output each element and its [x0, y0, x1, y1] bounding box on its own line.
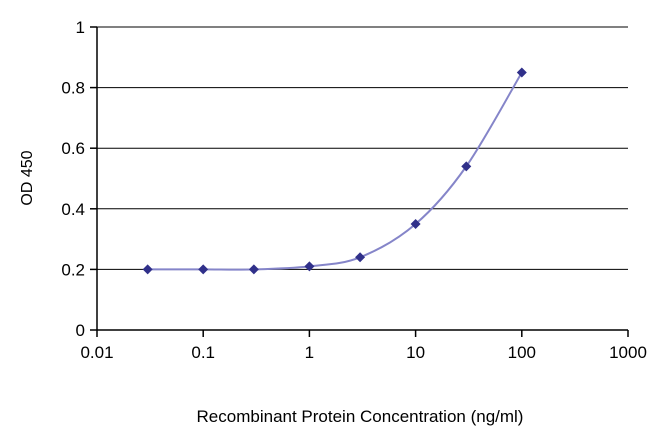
data-point-marker — [198, 264, 209, 275]
data-point-marker — [410, 218, 421, 229]
x-tick-label: 10 — [406, 343, 425, 362]
data-point-marker — [304, 261, 315, 272]
x-tick-label: 1000 — [609, 343, 647, 362]
y-tick-label: 0.8 — [61, 79, 85, 98]
y-tick-label: 0.4 — [61, 200, 85, 219]
data-point-marker — [516, 67, 527, 78]
x-tick-label: 1 — [305, 343, 314, 362]
y-tick-label: 1 — [76, 18, 85, 37]
x-tick-label: 0.01 — [80, 343, 113, 362]
y-axis-title: OD 450 — [19, 150, 36, 206]
data-point-marker — [142, 264, 153, 275]
x-tick-label: 0.1 — [191, 343, 215, 362]
x-axis-title: Recombinant Protein Concentration (ng/ml… — [196, 407, 524, 426]
y-tick-label: 0 — [76, 321, 85, 340]
data-point-marker — [248, 264, 259, 275]
data-point-marker — [461, 161, 472, 172]
x-tick-label: 100 — [508, 343, 536, 362]
y-tick-label: 0.6 — [61, 139, 85, 158]
y-tick-label: 0.2 — [61, 260, 85, 279]
series-line — [147, 71, 523, 271]
data-point-marker — [355, 252, 366, 263]
